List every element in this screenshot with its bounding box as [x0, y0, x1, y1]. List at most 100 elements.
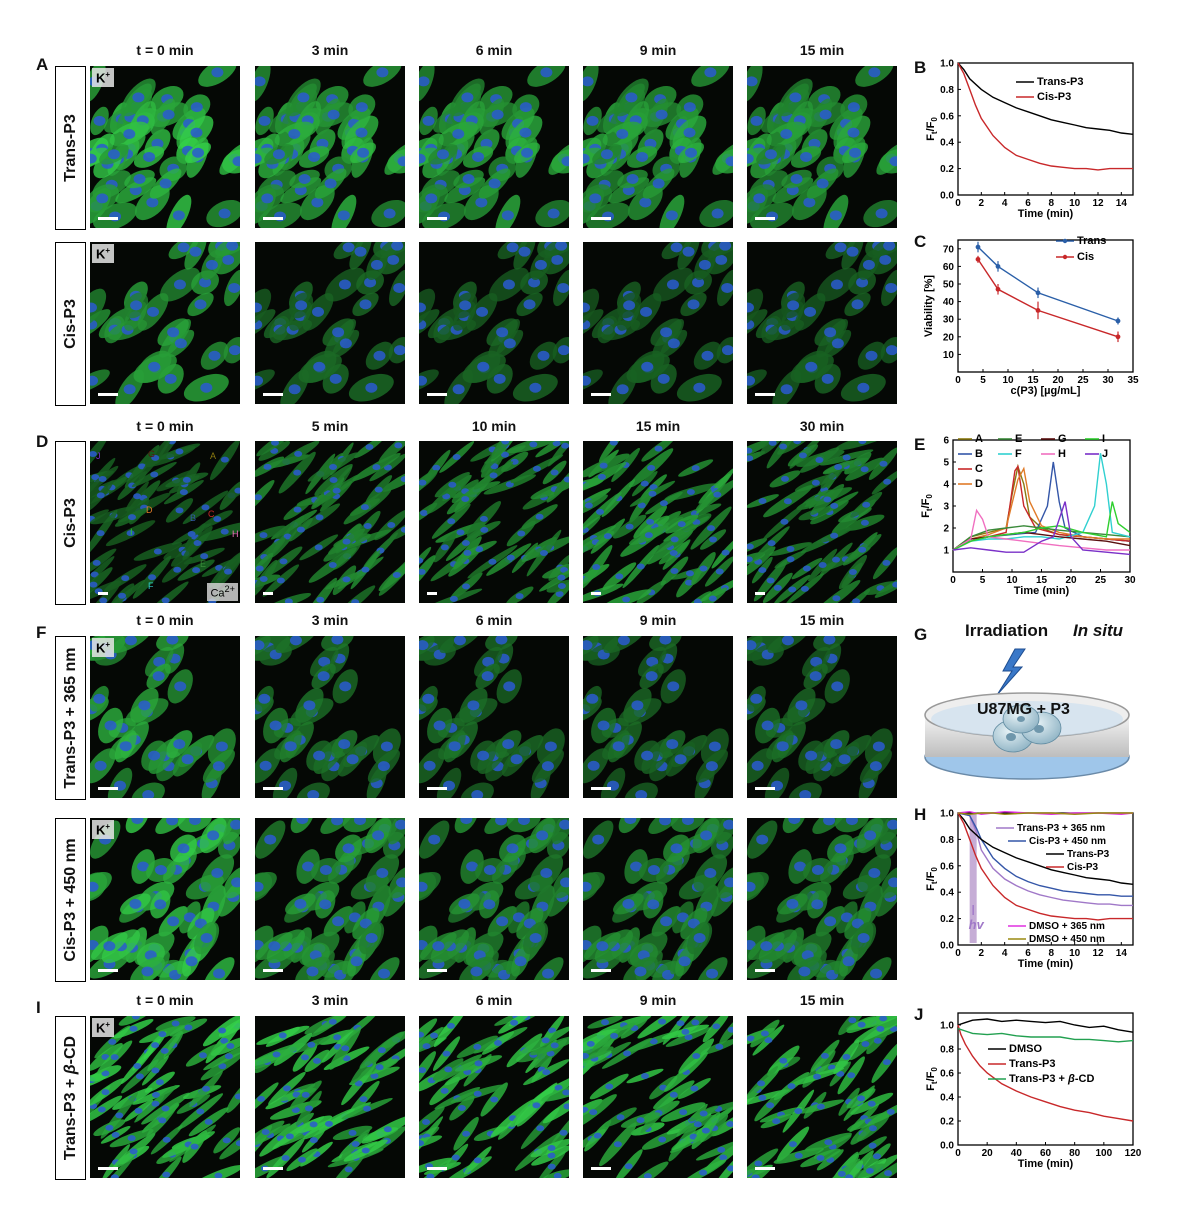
potassium-badge: K+ [92, 638, 115, 658]
scale-bar [591, 393, 611, 396]
time-label: 3 min [311, 992, 349, 1008]
x-tick-label: 6 [1025, 198, 1031, 209]
micrograph-c450-2 [419, 818, 569, 980]
y-tick-label: 0.6 [940, 111, 954, 122]
scale-bar [755, 393, 775, 396]
micrograph-t365-3 [583, 636, 733, 798]
y-tick-label: 6 [943, 436, 949, 447]
y-tick-label: 0.8 [940, 835, 954, 846]
micrograph-trans-4 [747, 66, 897, 228]
x-axis-label: Time (min) [1014, 585, 1070, 597]
x-tick-label: 0 [955, 948, 961, 959]
y-axis-label: Ft/F0 [925, 117, 939, 141]
legend-label: Cis-P3 [1067, 862, 1099, 873]
time-label: 6 min [475, 612, 513, 628]
x-tick-label: 15 [1027, 375, 1039, 386]
y-tick-label: 0.2 [940, 164, 954, 175]
legend-marker [1062, 238, 1068, 244]
roi-label: I [130, 527, 133, 537]
y-tick-label: 0.8 [940, 85, 954, 96]
x-tick-label: 15 [1036, 575, 1048, 586]
series-line-j [952, 501, 1131, 556]
micrograph-cis-2 [419, 242, 569, 404]
plot-frame [957, 239, 1134, 373]
row-label-cis: Cis-P3 [55, 242, 86, 406]
scale-bar [591, 592, 601, 595]
x-tick-label: 8 [1049, 948, 1055, 959]
x-tick-label: 30 [1102, 375, 1114, 386]
series-line-trans-p3 [957, 62, 1134, 135]
scale-bar [98, 969, 118, 972]
x-tick-label: 100 [1095, 1148, 1112, 1159]
legend-label: D [975, 478, 983, 490]
x-tick-label: 20 [982, 1148, 994, 1159]
scale-bar [263, 393, 283, 396]
time-label: t = 0 min [136, 992, 194, 1008]
micrograph-ca-4 [747, 441, 897, 603]
x-tick-label: 2 [979, 198, 985, 209]
scale-bar [98, 592, 108, 595]
micrograph-c450-1 [255, 818, 405, 980]
legend-label: DMSO [1009, 1043, 1042, 1055]
scale-bar [591, 1167, 611, 1170]
x-tick-label: 8 [1049, 198, 1055, 209]
panel-letter-j: J [914, 1005, 924, 1024]
scale-bar [263, 217, 283, 220]
y-tick-label: 30 [943, 315, 955, 326]
scale-bar [98, 1167, 118, 1170]
series-line-h [952, 508, 1130, 551]
micrograph-trans-2 [419, 66, 569, 228]
x-tick-label: 35 [1127, 375, 1139, 386]
roi-label: D [146, 505, 153, 515]
legend-label: Trans-P3 [1009, 1058, 1055, 1070]
legend-label: Trans-P3 + 365 nm [1017, 823, 1105, 834]
x-tick-label: 5 [980, 575, 986, 586]
series-line-d [952, 466, 1130, 551]
micrograph-tcd-1 [255, 1016, 405, 1178]
x-axis-label: Time (min) [1018, 208, 1074, 220]
time-label: 10 min [471, 418, 517, 434]
roi-label: F [148, 581, 154, 591]
series-line-dmso-450-nm [957, 812, 1133, 816]
y-tick-label: 0.4 [940, 138, 954, 149]
panel-letter-i: I [36, 998, 41, 1017]
micrograph-trans-3 [583, 66, 733, 228]
y-tick-label: 0.2 [940, 914, 954, 925]
hv-annotation: hv [969, 917, 985, 932]
irradiation-label: Irradiation [965, 621, 1049, 640]
x-tick-label: 0 [950, 575, 956, 586]
series-line-trans-p3-cd [957, 1027, 1134, 1043]
x-tick-label: 120 [1125, 1148, 1142, 1159]
scale-bar [263, 592, 273, 595]
y-tick-label: 0.0 [940, 1141, 954, 1152]
x-tick-label: 10 [1002, 375, 1014, 386]
y-tick-label: 20 [943, 332, 955, 343]
panel-letter-c: C [914, 232, 927, 251]
panel-letter-e: E [914, 435, 926, 454]
legend-label: I [1102, 433, 1105, 445]
panel-letter-a: A [36, 55, 49, 74]
x-tick-label: 2 [979, 948, 985, 959]
x-tick-label: 0 [955, 198, 961, 209]
chart-h-irradiation: 0 2 4 6 8 10 12 14 0.0 0.2 0.4 0.6 0.8 1.0 Time (min) F… [918, 805, 1168, 980]
legend-label: B [975, 448, 983, 460]
scale-bar [98, 393, 118, 396]
legend-label: DMSO + 450 nm [1029, 934, 1105, 945]
data-point [995, 286, 1001, 292]
series-line-trans-p3-365-nm [957, 812, 1133, 907]
micrograph-trans-0: K+ [90, 66, 240, 228]
micrograph-ca-2 [419, 441, 569, 603]
y-tick-label: 40 [943, 297, 955, 308]
x-tick-label: 20 [1065, 575, 1077, 586]
micrograph-t365-4 [747, 636, 897, 798]
micrograph-tcd-2 [419, 1016, 569, 1178]
scale-bar [427, 217, 447, 220]
micrograph-trans-1 [255, 66, 405, 228]
y-tick-label: 0.2 [940, 1117, 954, 1128]
legend-marker [1062, 254, 1068, 260]
y-tick-label: 1 [943, 546, 949, 557]
series-line-e [952, 525, 1131, 551]
x-tick-label: 60 [1040, 1148, 1052, 1159]
row-label-c450: Cis-P3 + 450 nm [55, 818, 86, 982]
time-label: 15 min [799, 992, 845, 1008]
